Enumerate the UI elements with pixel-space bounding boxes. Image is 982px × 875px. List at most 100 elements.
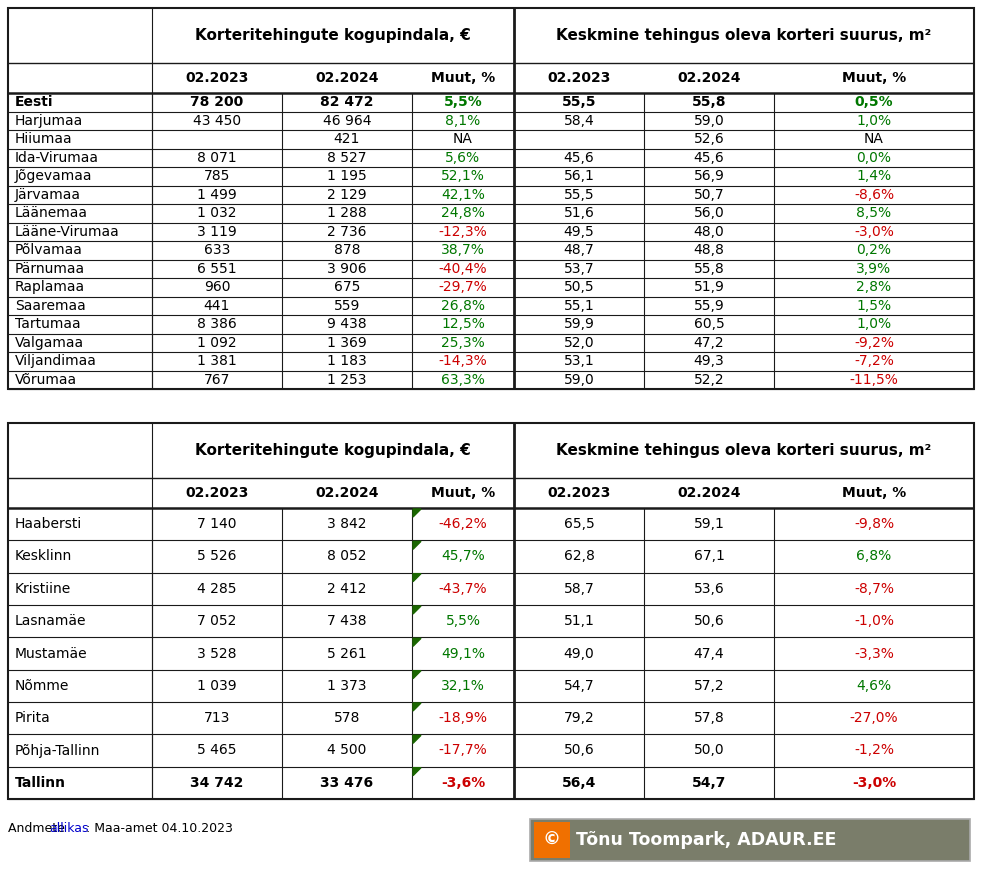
Polygon shape xyxy=(413,574,421,582)
Text: 675: 675 xyxy=(334,280,360,294)
Text: 8 527: 8 527 xyxy=(327,150,366,164)
Text: Keskmine tehingus oleva korteri suurus, m²: Keskmine tehingus oleva korteri suurus, … xyxy=(557,443,932,458)
Text: 7 140: 7 140 xyxy=(197,517,237,531)
Text: Harjumaa: Harjumaa xyxy=(15,114,83,128)
Text: 1 092: 1 092 xyxy=(197,336,237,350)
Text: 49,5: 49,5 xyxy=(564,225,594,239)
Text: 8 386: 8 386 xyxy=(197,318,237,332)
Text: Andmete: Andmete xyxy=(8,822,69,836)
Bar xyxy=(8,8,974,389)
Text: NA: NA xyxy=(864,132,884,146)
Text: 45,6: 45,6 xyxy=(693,150,725,164)
Text: 55,8: 55,8 xyxy=(691,95,727,109)
Text: Haabersti: Haabersti xyxy=(15,517,82,531)
Text: 52,2: 52,2 xyxy=(693,373,725,387)
Text: 43 450: 43 450 xyxy=(192,114,241,128)
Text: 3 119: 3 119 xyxy=(197,225,237,239)
Text: -43,7%: -43,7% xyxy=(439,582,487,596)
Text: 67,1: 67,1 xyxy=(693,550,725,564)
Text: 45,6: 45,6 xyxy=(564,150,594,164)
Text: 6 551: 6 551 xyxy=(197,262,237,276)
Text: Läänemaa: Läänemaa xyxy=(15,206,88,220)
Text: 52,0: 52,0 xyxy=(564,336,594,350)
Text: 59,0: 59,0 xyxy=(693,114,725,128)
Text: 1,0%: 1,0% xyxy=(856,318,892,332)
Text: Muut, %: Muut, % xyxy=(842,486,906,500)
Text: ©: © xyxy=(543,831,561,849)
Text: Korteritehingute kogupindala, €: Korteritehingute kogupindala, € xyxy=(195,28,471,43)
Text: Võrumaa: Võrumaa xyxy=(15,373,78,387)
Text: 33 476: 33 476 xyxy=(320,776,373,790)
Text: 24,8%: 24,8% xyxy=(441,206,485,220)
Text: -40,4%: -40,4% xyxy=(439,262,487,276)
Text: 59,9: 59,9 xyxy=(564,318,594,332)
Text: 1 369: 1 369 xyxy=(327,336,367,350)
Text: Tartumaa: Tartumaa xyxy=(15,318,81,332)
Text: 9 438: 9 438 xyxy=(327,318,367,332)
Bar xyxy=(530,819,970,861)
Text: -29,7%: -29,7% xyxy=(439,280,487,294)
Text: 59,1: 59,1 xyxy=(693,517,725,531)
Text: 1 032: 1 032 xyxy=(197,206,237,220)
Text: 559: 559 xyxy=(334,298,360,312)
Polygon shape xyxy=(413,670,421,679)
Text: Lasnamäe: Lasnamäe xyxy=(15,614,86,628)
Text: Muut, %: Muut, % xyxy=(431,71,495,85)
Text: 8 052: 8 052 xyxy=(327,550,366,564)
Text: 60,5: 60,5 xyxy=(693,318,725,332)
Text: 56,9: 56,9 xyxy=(693,169,725,183)
Text: 51,1: 51,1 xyxy=(564,614,594,628)
Text: 878: 878 xyxy=(334,243,360,257)
Text: 5,6%: 5,6% xyxy=(446,150,480,164)
Text: 4 285: 4 285 xyxy=(197,582,237,596)
Text: -9,8%: -9,8% xyxy=(854,517,894,531)
Text: 47,4: 47,4 xyxy=(693,647,725,661)
Text: Muut, %: Muut, % xyxy=(842,71,906,85)
Text: 0,0%: 0,0% xyxy=(856,150,892,164)
Text: 78 200: 78 200 xyxy=(191,95,244,109)
Text: 02.2023: 02.2023 xyxy=(186,71,248,85)
Text: 55,5: 55,5 xyxy=(562,95,596,109)
Text: 5 465: 5 465 xyxy=(197,744,237,758)
Text: 5,5%: 5,5% xyxy=(444,95,482,109)
Text: 26,8%: 26,8% xyxy=(441,298,485,312)
Text: 02.2023: 02.2023 xyxy=(547,71,611,85)
Text: 0,2%: 0,2% xyxy=(856,243,892,257)
Text: 441: 441 xyxy=(204,298,230,312)
Text: -18,9%: -18,9% xyxy=(439,711,487,725)
Text: 55,5: 55,5 xyxy=(564,188,594,202)
Text: -9,2%: -9,2% xyxy=(854,336,894,350)
Text: 57,2: 57,2 xyxy=(693,679,725,693)
Text: 1,4%: 1,4% xyxy=(856,169,892,183)
Text: Nõmme: Nõmme xyxy=(15,679,70,693)
Text: 1 373: 1 373 xyxy=(327,679,366,693)
Text: 59,0: 59,0 xyxy=(564,373,594,387)
Text: 5,5%: 5,5% xyxy=(446,614,480,628)
Text: Järvamaa: Järvamaa xyxy=(15,188,81,202)
Text: Keskmine tehingus oleva korteri suurus, m²: Keskmine tehingus oleva korteri suurus, … xyxy=(557,28,932,43)
Text: -17,7%: -17,7% xyxy=(439,744,487,758)
Text: 1 253: 1 253 xyxy=(327,373,366,387)
Text: 02.2024: 02.2024 xyxy=(678,71,740,85)
Text: Pirita: Pirita xyxy=(15,711,51,725)
Text: 960: 960 xyxy=(203,280,230,294)
Text: 1 288: 1 288 xyxy=(327,206,367,220)
Text: 8,1%: 8,1% xyxy=(446,114,480,128)
Text: 421: 421 xyxy=(334,132,360,146)
Text: -12,3%: -12,3% xyxy=(439,225,487,239)
Text: 02.2023: 02.2023 xyxy=(547,486,611,500)
Text: 79,2: 79,2 xyxy=(564,711,594,725)
Text: Põhja-Tallinn: Põhja-Tallinn xyxy=(15,744,100,758)
Text: 56,1: 56,1 xyxy=(564,169,594,183)
Text: 0,5%: 0,5% xyxy=(854,95,894,109)
Text: 5 261: 5 261 xyxy=(327,647,367,661)
Polygon shape xyxy=(413,767,421,775)
Polygon shape xyxy=(413,509,421,517)
Text: 58,4: 58,4 xyxy=(564,114,594,128)
Text: Mustamäe: Mustamäe xyxy=(15,647,87,661)
Text: 32,1%: 32,1% xyxy=(441,679,485,693)
Text: Kesklinn: Kesklinn xyxy=(15,550,73,564)
Text: -14,3%: -14,3% xyxy=(439,354,487,368)
Text: 767: 767 xyxy=(204,373,230,387)
Text: 2 412: 2 412 xyxy=(327,582,366,596)
